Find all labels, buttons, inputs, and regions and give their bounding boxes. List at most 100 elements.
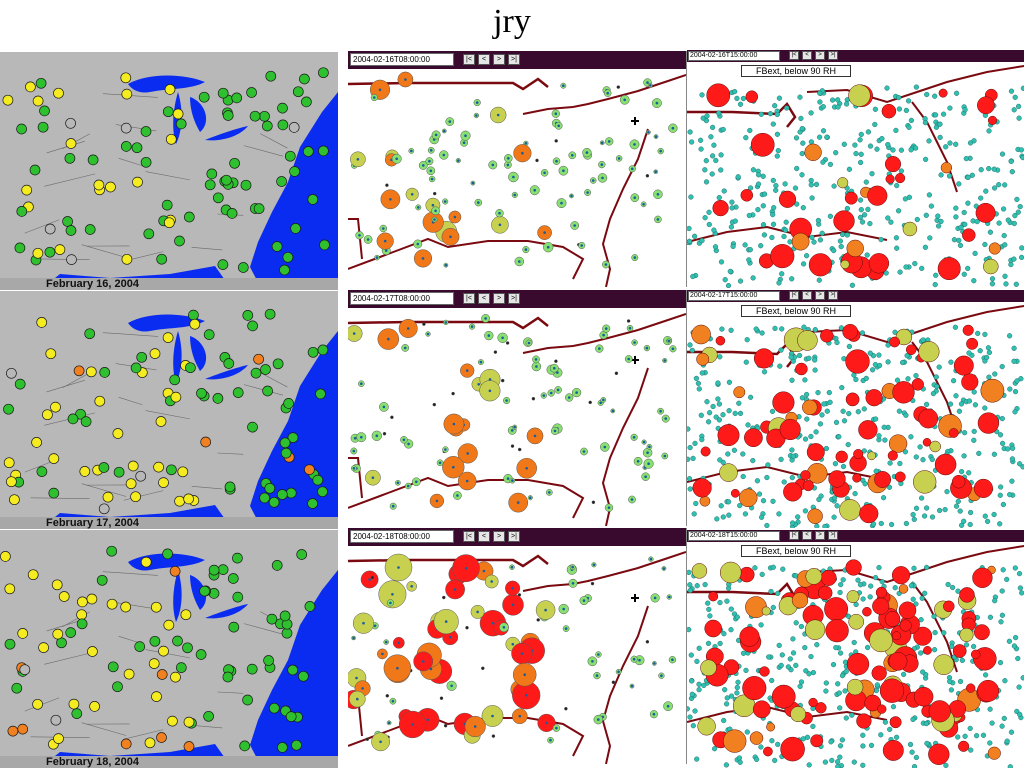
next-button[interactable]: > bbox=[815, 531, 825, 540]
fbext-site-marker bbox=[698, 137, 704, 143]
first-button[interactable]: |< bbox=[789, 531, 799, 540]
station-map-canvas[interactable] bbox=[348, 546, 686, 764]
time-field[interactable]: 2004-02-17T08:00:00 bbox=[350, 292, 454, 305]
time-field[interactable]: 2004-02-16T08:00:00 bbox=[350, 53, 454, 66]
time-field[interactable]: 2004-02-16T15:00:00 bbox=[688, 51, 780, 61]
fbext-site-marker bbox=[962, 430, 968, 436]
first-button[interactable]: |< bbox=[789, 291, 799, 300]
fbext-site-marker bbox=[758, 514, 765, 520]
fbext-site-marker bbox=[838, 244, 844, 250]
station-center-dot bbox=[647, 462, 650, 465]
station-center-dot bbox=[362, 621, 365, 625]
station-center-dot bbox=[435, 499, 439, 503]
fbext-map-canvas[interactable] bbox=[687, 302, 1024, 528]
prev-button[interactable]: < bbox=[478, 293, 490, 304]
aqi-site-marker bbox=[36, 466, 48, 477]
fbext-high-marker bbox=[806, 463, 828, 484]
aqi-site-marker bbox=[204, 179, 216, 191]
prev-button[interactable]: < bbox=[478, 54, 490, 65]
station-center-dot bbox=[582, 599, 586, 602]
station-center-dot bbox=[415, 480, 418, 484]
fbext-site-marker bbox=[773, 187, 779, 193]
fbext-site-marker bbox=[779, 326, 785, 332]
next-button[interactable]: > bbox=[493, 531, 505, 542]
first-button[interactable]: |< bbox=[463, 293, 475, 304]
station-marker bbox=[465, 625, 469, 630]
fbext-map-canvas[interactable] bbox=[687, 542, 1024, 768]
station-map-canvas[interactable] bbox=[348, 308, 686, 526]
fbext-site-marker bbox=[1019, 245, 1024, 251]
next-button[interactable]: > bbox=[815, 291, 825, 300]
fbext-site-marker bbox=[837, 589, 843, 596]
fbext-map-canvas[interactable] bbox=[687, 62, 1024, 288]
station-center-dot bbox=[417, 206, 420, 209]
fbext-site-marker bbox=[867, 143, 874, 149]
station-center-dot bbox=[498, 211, 501, 215]
fbext-site-marker bbox=[896, 94, 902, 101]
fbext-high-marker bbox=[805, 568, 823, 585]
last-button[interactable]: >| bbox=[508, 531, 520, 542]
aqi-site-marker bbox=[287, 664, 299, 676]
fbext-high-marker bbox=[795, 362, 808, 376]
next-button[interactable]: > bbox=[493, 54, 505, 65]
station-center-dot bbox=[542, 394, 546, 397]
prev-button[interactable]: < bbox=[802, 51, 812, 60]
station-center-dot bbox=[603, 445, 607, 449]
next-button[interactable]: > bbox=[493, 293, 505, 304]
fbext-site-marker bbox=[687, 129, 693, 135]
fbext-site-marker bbox=[865, 129, 872, 135]
fbext-site-marker bbox=[983, 672, 989, 678]
aqi-site-marker bbox=[67, 413, 79, 425]
fbext-high-marker bbox=[923, 646, 932, 655]
fbext-site-marker bbox=[768, 588, 774, 595]
station-center-dot bbox=[664, 417, 667, 420]
first-button[interactable]: |< bbox=[463, 54, 475, 65]
fbext-site-marker bbox=[810, 723, 816, 730]
aqi-site-marker bbox=[58, 591, 70, 602]
first-button[interactable]: |< bbox=[789, 51, 799, 60]
station-map-1: 2004-02-16T08:00:00 |< < > >| bbox=[348, 51, 687, 287]
last-button[interactable]: >| bbox=[508, 54, 520, 65]
fbext-site-marker bbox=[997, 432, 1004, 438]
fbext-site-marker bbox=[699, 437, 705, 443]
prev-button[interactable]: < bbox=[478, 531, 490, 542]
fbext-high-marker bbox=[970, 649, 981, 660]
last-button[interactable]: >| bbox=[508, 293, 520, 304]
fbext-site-marker bbox=[953, 205, 959, 211]
fbext-site-marker bbox=[992, 185, 998, 191]
fbext-site-marker bbox=[696, 386, 702, 392]
fbext-site-marker bbox=[1010, 445, 1016, 451]
station-marker bbox=[365, 737, 370, 741]
station-marker bbox=[385, 694, 390, 698]
fbext-site-marker bbox=[858, 159, 864, 166]
next-button[interactable]: > bbox=[815, 51, 825, 60]
fbext-high-marker bbox=[913, 626, 933, 646]
last-button[interactable]: >| bbox=[828, 531, 838, 540]
time-field[interactable]: 2004-02-18T15:00:00 bbox=[688, 531, 780, 541]
time-field[interactable]: 2004-02-18T08:00:00 bbox=[350, 530, 454, 543]
fbext-site-marker bbox=[822, 759, 829, 765]
fbext-site-marker bbox=[725, 283, 732, 288]
fbext-high-marker bbox=[877, 704, 887, 714]
last-button[interactable]: >| bbox=[828, 51, 838, 60]
aqi-site-marker bbox=[319, 239, 330, 251]
station-map-canvas[interactable] bbox=[348, 69, 686, 287]
station-marker bbox=[616, 85, 621, 89]
fbext-site-marker bbox=[715, 396, 721, 402]
fbext-high-marker bbox=[884, 611, 901, 627]
time-field[interactable]: 2004-02-17T15:00:00 bbox=[688, 291, 780, 301]
prev-button[interactable]: < bbox=[802, 531, 812, 540]
station-center-dot bbox=[545, 721, 548, 725]
station-center-dot bbox=[389, 198, 392, 201]
first-button[interactable]: |< bbox=[463, 531, 475, 542]
fbext-site-marker bbox=[720, 126, 726, 133]
fbext-site-marker bbox=[885, 141, 891, 148]
last-button[interactable]: >| bbox=[828, 291, 838, 300]
state-border bbox=[123, 729, 164, 740]
border-line bbox=[348, 554, 549, 568]
aqi-site-marker bbox=[130, 491, 141, 503]
fbext-site-marker bbox=[776, 511, 782, 517]
station-center-dot bbox=[562, 607, 565, 611]
fbext-site-marker bbox=[962, 733, 968, 739]
prev-button[interactable]: < bbox=[802, 291, 812, 300]
